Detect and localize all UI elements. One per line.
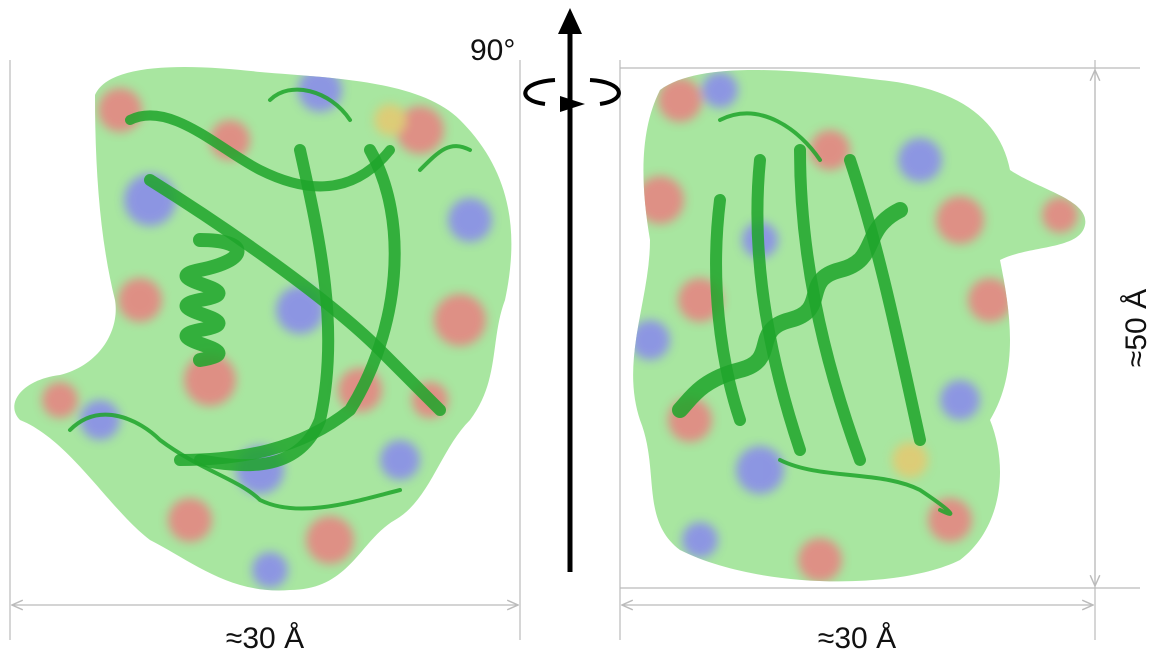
width-label: ≈30 Å [226, 622, 304, 655]
surface-left [0, 50, 540, 610]
width-label: ≈30 Å [818, 622, 896, 655]
rotation-label: 90° [470, 34, 515, 67]
surface-right [620, 60, 1100, 600]
height-label: ≈50 Å [1120, 289, 1153, 367]
figure: ≈30 Å ≈30 Å ≈50 Å 90° [0, 0, 1163, 657]
rotation-axis [525, 8, 619, 572]
